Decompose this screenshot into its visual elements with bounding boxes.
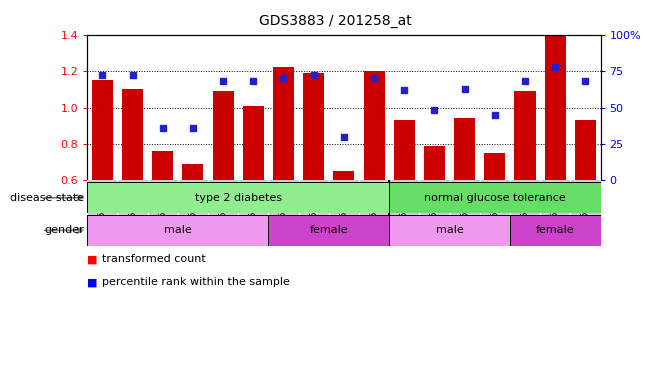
- Text: GSM572808: GSM572808: [98, 184, 107, 232]
- Bar: [333, 171, 354, 180]
- Point: [127, 72, 138, 78]
- Point: [278, 75, 289, 81]
- Text: GSM572800: GSM572800: [400, 184, 409, 232]
- Bar: [510, 215, 601, 246]
- Point: [399, 87, 409, 93]
- Text: disease state: disease state: [10, 193, 84, 203]
- Text: GSM572813: GSM572813: [189, 184, 197, 232]
- Point: [580, 78, 590, 84]
- Bar: [87, 182, 389, 213]
- Text: female: female: [536, 225, 574, 235]
- Bar: [454, 118, 475, 180]
- Bar: [389, 215, 510, 246]
- Point: [550, 64, 560, 70]
- Point: [217, 78, 228, 84]
- Bar: [575, 120, 596, 180]
- Text: type 2 diabetes: type 2 diabetes: [195, 193, 282, 203]
- Text: GSM572807: GSM572807: [279, 184, 288, 232]
- Text: GSM572814: GSM572814: [370, 184, 378, 232]
- Text: percentile rank within the sample: percentile rank within the sample: [102, 277, 290, 287]
- Point: [429, 108, 440, 114]
- Bar: [273, 68, 294, 180]
- Bar: [394, 120, 415, 180]
- Bar: [213, 91, 234, 180]
- Text: GSM572805: GSM572805: [491, 184, 499, 232]
- Text: male: male: [435, 225, 464, 235]
- Bar: [424, 146, 445, 180]
- Text: ■: ■: [87, 277, 98, 287]
- Text: GSM572804: GSM572804: [460, 184, 469, 232]
- Text: GSM572806: GSM572806: [581, 184, 590, 232]
- Text: transformed count: transformed count: [102, 254, 206, 264]
- Bar: [268, 215, 389, 246]
- Bar: [303, 73, 324, 180]
- Point: [97, 72, 107, 78]
- Point: [459, 86, 470, 92]
- Bar: [243, 106, 264, 180]
- Point: [489, 112, 500, 118]
- Bar: [152, 151, 173, 180]
- Bar: [92, 80, 113, 180]
- Text: GDS3883 / 201258_at: GDS3883 / 201258_at: [259, 14, 412, 28]
- Text: male: male: [164, 225, 192, 235]
- Bar: [183, 164, 203, 180]
- Text: GSM572812: GSM572812: [340, 184, 348, 232]
- Bar: [389, 182, 601, 213]
- Text: normal glucose tolerance: normal glucose tolerance: [424, 193, 566, 203]
- Bar: [122, 89, 143, 180]
- Bar: [87, 215, 268, 246]
- Point: [187, 125, 199, 131]
- Text: GSM572815: GSM572815: [219, 184, 227, 232]
- Text: GSM572810: GSM572810: [309, 184, 318, 232]
- Text: GSM572816: GSM572816: [249, 184, 258, 232]
- Point: [157, 125, 168, 131]
- Point: [308, 72, 319, 78]
- Bar: [484, 153, 505, 180]
- Text: GSM572803: GSM572803: [551, 184, 560, 232]
- Text: GSM572809: GSM572809: [128, 184, 137, 232]
- Point: [248, 78, 259, 84]
- Text: GSM572801: GSM572801: [430, 184, 439, 232]
- Text: gender: gender: [44, 225, 84, 235]
- Point: [519, 78, 530, 84]
- Text: female: female: [309, 225, 348, 235]
- Bar: [545, 36, 566, 180]
- Point: [369, 75, 380, 81]
- Point: [338, 134, 349, 140]
- Text: GSM572802: GSM572802: [521, 184, 529, 232]
- Text: GSM572811: GSM572811: [158, 184, 167, 232]
- Bar: [364, 71, 384, 180]
- Bar: [515, 91, 535, 180]
- Text: ■: ■: [87, 254, 98, 264]
